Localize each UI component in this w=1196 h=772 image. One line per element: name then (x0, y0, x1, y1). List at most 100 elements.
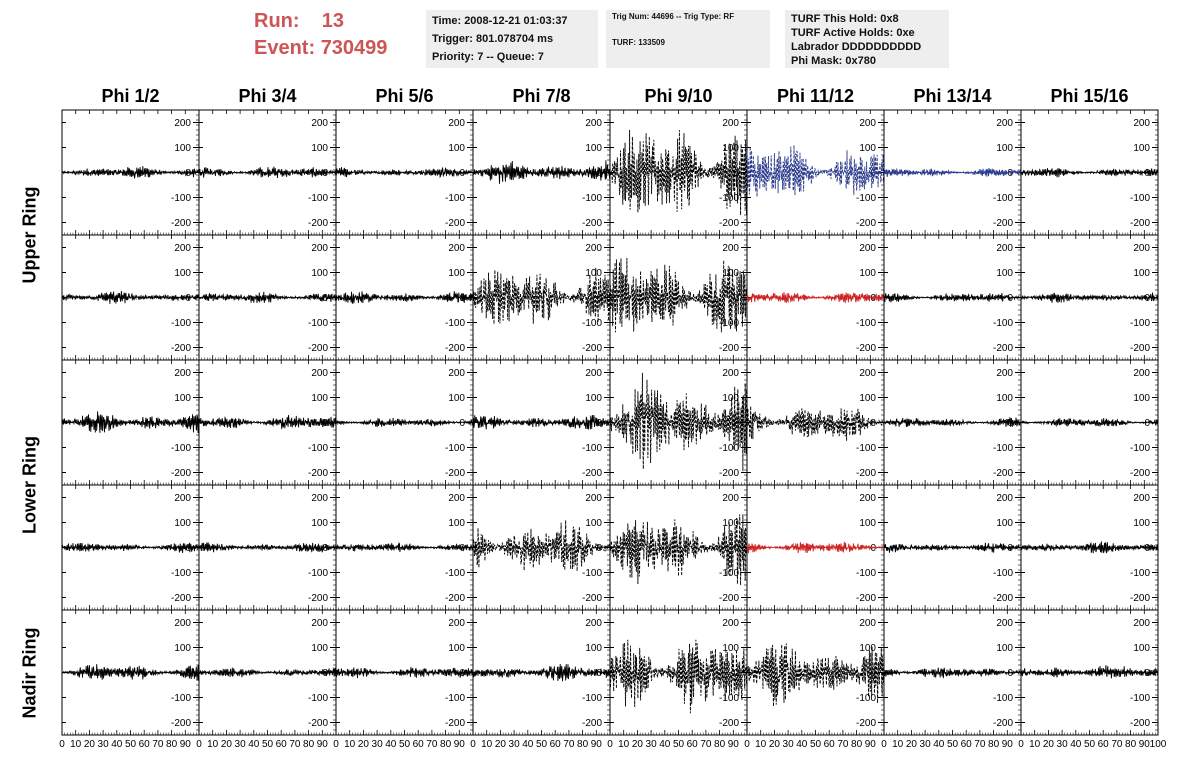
y-tick-label: -200 (445, 343, 465, 354)
y-tick-label: 200 (722, 243, 739, 254)
column-header: Phi 9/10 (644, 86, 713, 106)
y-tick-label: 100 (174, 643, 191, 654)
x-tick-label: 80 (166, 739, 178, 750)
y-tick-label: 200 (859, 368, 876, 379)
x-tick-label: 0 (470, 739, 476, 750)
run-label: Run: (254, 10, 300, 32)
column-header: Phi 11/12 (776, 86, 855, 106)
x-tick-label: 80 (303, 739, 315, 750)
event-label: Event: (254, 37, 316, 59)
x-tick-label: 60 (687, 739, 699, 750)
x-tick-label: 10 (892, 739, 904, 750)
y-tick-label: -100 (308, 318, 328, 329)
y-tick-label: -200 (445, 718, 465, 729)
y-tick-label: 100 (996, 393, 1013, 404)
y-tick-label: -100 (856, 443, 876, 454)
y-tick-label: 200 (174, 368, 191, 379)
y-tick-label: -100 (993, 693, 1013, 704)
trigger-text: Trigger: 801.078704 ms (432, 33, 554, 45)
y-tick-label: 200 (311, 493, 328, 504)
y-tick-label: -100 (856, 193, 876, 204)
waveform-trace (61, 411, 200, 434)
x-tick-label: 20 (769, 739, 781, 750)
column-header: Phi 1/2 (101, 86, 160, 106)
phi-mask-text: Phi Mask: 0x780 (791, 55, 876, 67)
y-tick-label: 100 (1133, 143, 1150, 154)
y-tick-label: 200 (996, 493, 1013, 504)
x-tick-label: 20 (632, 739, 644, 750)
y-tick-label: -100 (719, 193, 739, 204)
y-tick-label: 100 (722, 393, 739, 404)
waveform-trace (335, 291, 474, 304)
y-tick-label: 100 (996, 268, 1013, 279)
y-tick-label: 200 (996, 368, 1013, 379)
x-tick-label: 60 (824, 739, 836, 750)
y-tick-label: 200 (859, 243, 876, 254)
x-tick-label: 70 (700, 739, 712, 750)
y-tick-label: 100 (174, 393, 191, 404)
x-tick-label: 70 (1111, 739, 1123, 750)
trig-num-box: Trig Num: 44696 -- Trig Type: RF TURF: 1… (606, 10, 770, 68)
x-tick-label: 70 (426, 739, 438, 750)
x-tick-label: 10 (344, 739, 356, 750)
x-tick-label: 60 (550, 739, 562, 750)
column-header: Phi 15/16 (1050, 86, 1129, 106)
x-tick-label: 60 (139, 739, 151, 750)
y-tick-label: -100 (719, 693, 739, 704)
priority-text: Priority: 7 -- Queue: 7 (432, 51, 544, 63)
x-tick-label: 80 (851, 739, 863, 750)
y-tick-label: -100 (1130, 318, 1150, 329)
x-tick-label: 40 (933, 739, 945, 750)
x-tick-label: 80 (714, 739, 726, 750)
y-tick-label: 100 (1133, 643, 1150, 654)
y-tick-label: -200 (582, 343, 602, 354)
y-tick-label: 0 (870, 168, 876, 179)
x-tick-label: 70 (152, 739, 164, 750)
y-tick-label: 100 (585, 268, 602, 279)
y-tick-label: -100 (445, 693, 465, 704)
x-tick-label: 20 (358, 739, 370, 750)
y-tick-label: -100 (1130, 193, 1150, 204)
y-tick-label: -200 (445, 593, 465, 604)
y-tick-label: -100 (308, 568, 328, 579)
waveform-trace (472, 267, 611, 325)
y-tick-label: -200 (308, 593, 328, 604)
trig-num-text: Trig Num: 44696 -- Trig Type: RF (612, 12, 735, 21)
waveform-trace (746, 541, 885, 554)
y-tick-label: -200 (856, 468, 876, 479)
y-tick-label: 100 (448, 393, 465, 404)
x-tick-label: 10 (618, 739, 630, 750)
run-row: Run: 13 (254, 8, 387, 35)
x-tick-label: 90 (865, 739, 877, 750)
y-tick-label: 0 (870, 418, 876, 429)
waveform-trace (609, 372, 748, 472)
y-tick-label: 200 (448, 368, 465, 379)
x-tick-label: 20 (84, 739, 96, 750)
y-tick-label: -200 (308, 218, 328, 229)
y-tick-label: 200 (859, 118, 876, 129)
waveform-trace (61, 542, 200, 554)
y-tick-label: -100 (582, 318, 602, 329)
x-tick-label: 60 (1098, 739, 1110, 750)
column-header: Phi 13/14 (913, 86, 992, 106)
y-tick-label: 200 (585, 368, 602, 379)
waveform-trace (472, 160, 611, 184)
y-tick-label: 100 (996, 518, 1013, 529)
x-tick-label: 30 (235, 739, 247, 750)
turf-active-holds-text: TURF Active Holds: 0xe (791, 27, 915, 39)
y-tick-label: 100 (448, 643, 465, 654)
y-tick-label: 200 (311, 368, 328, 379)
y-tick-label: 200 (996, 618, 1013, 629)
y-tick-label: 200 (174, 243, 191, 254)
y-tick-label: 0 (1144, 418, 1150, 429)
y-tick-label: 200 (859, 493, 876, 504)
y-tick-label: -100 (719, 318, 739, 329)
waveform-trace (1020, 541, 1159, 554)
y-tick-label: -200 (171, 218, 191, 229)
y-tick-label: 200 (722, 493, 739, 504)
waveform-trace (609, 129, 748, 216)
x-tick-label: 80 (1125, 739, 1137, 750)
y-tick-label: -200 (308, 343, 328, 354)
y-tick-label: 100 (859, 393, 876, 404)
y-tick-label: 0 (322, 293, 328, 304)
